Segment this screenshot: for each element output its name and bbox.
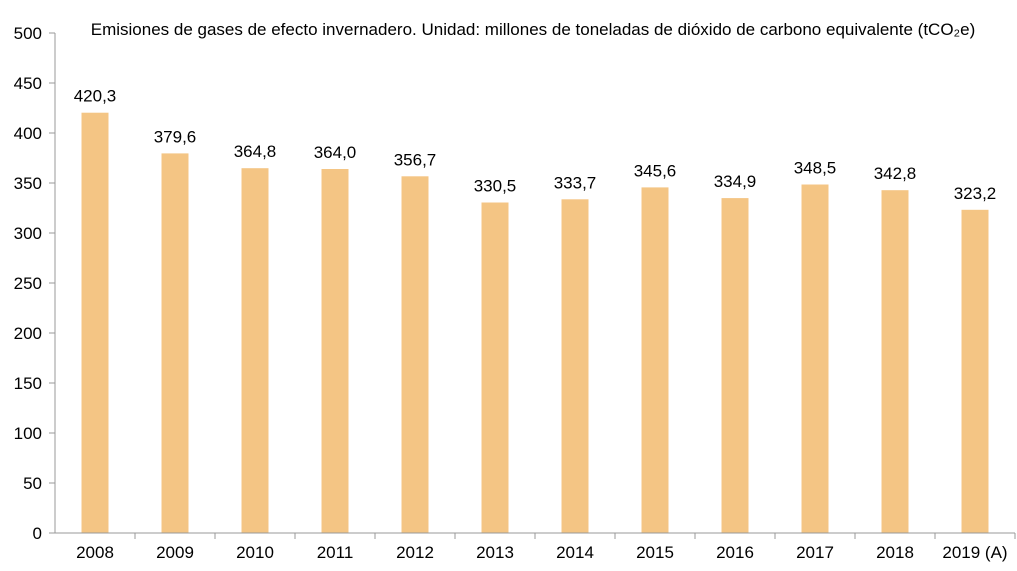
bar-2010 — [241, 168, 269, 533]
y-tick-label: 500 — [14, 24, 42, 43]
bar-2016 — [721, 198, 749, 533]
y-tick-label: 400 — [14, 124, 42, 143]
y-tick-label: 150 — [14, 374, 42, 393]
x-tick-label: 2014 — [556, 543, 594, 562]
data-label: 364,0 — [314, 143, 357, 162]
x-tick-label: 2012 — [396, 543, 434, 562]
data-label: 330,5 — [474, 177, 517, 196]
data-label: 348,5 — [794, 159, 837, 178]
y-tick-label: 350 — [14, 174, 42, 193]
x-tick-label: 2010 — [236, 543, 274, 562]
bar-2008 — [81, 112, 109, 533]
bar-2019-A — [961, 209, 989, 534]
x-tick-label: 2011 — [317, 543, 354, 562]
data-label: 356,7 — [394, 150, 437, 169]
x-tick-label: 2019 (A) — [942, 543, 1007, 562]
y-tick-label: 0 — [33, 524, 42, 543]
y-tick-label: 450 — [14, 74, 42, 93]
x-tick-label: 2013 — [476, 543, 514, 562]
bar-2011 — [321, 169, 349, 533]
x-tick-label: 2008 — [76, 543, 114, 562]
bar-2012 — [401, 176, 429, 534]
bar-2013 — [481, 202, 509, 533]
x-tick-label: 2018 — [876, 543, 914, 562]
data-label: 342,8 — [874, 164, 917, 183]
bar-2014 — [561, 199, 589, 534]
bar-2015 — [641, 187, 669, 533]
x-tick-label: 2016 — [716, 543, 754, 562]
x-tick-label: 2015 — [636, 543, 674, 562]
y-tick-label: 200 — [14, 324, 42, 343]
y-tick-label: 50 — [23, 474, 42, 493]
y-axis: 0 50 100 150 200 250 300 350 400 450 500 — [14, 24, 55, 543]
data-label: 379,6 — [154, 127, 197, 146]
x-axis: 2008 2009 2010 2011 2012 2013 2014 2015 2016 2017… — [76, 533, 1016, 562]
bar-2009 — [161, 153, 189, 533]
data-label: 323,2 — [954, 184, 997, 203]
data-label: 364,8 — [234, 142, 277, 161]
data-label: 345,6 — [634, 161, 677, 180]
bars-group — [81, 112, 989, 534]
x-tick-label: 2009 — [156, 543, 194, 562]
y-tick-label: 250 — [14, 274, 42, 293]
data-label: 334,9 — [714, 172, 757, 191]
y-tick-label: 300 — [14, 224, 42, 243]
bar-2018 — [881, 190, 909, 533]
data-label: 333,7 — [554, 173, 597, 192]
data-labels-group: 420,3 379,6 364,8 364,0 356,7 330,5 333,7 345,6… — [74, 87, 997, 203]
x-tick-label: 2017 — [796, 543, 834, 562]
data-label: 420,3 — [74, 87, 117, 106]
chart-title: Emisiones de gases de efecto invernadero… — [91, 20, 976, 39]
bar-2017 — [801, 184, 829, 533]
y-tick-label: 100 — [14, 424, 42, 443]
